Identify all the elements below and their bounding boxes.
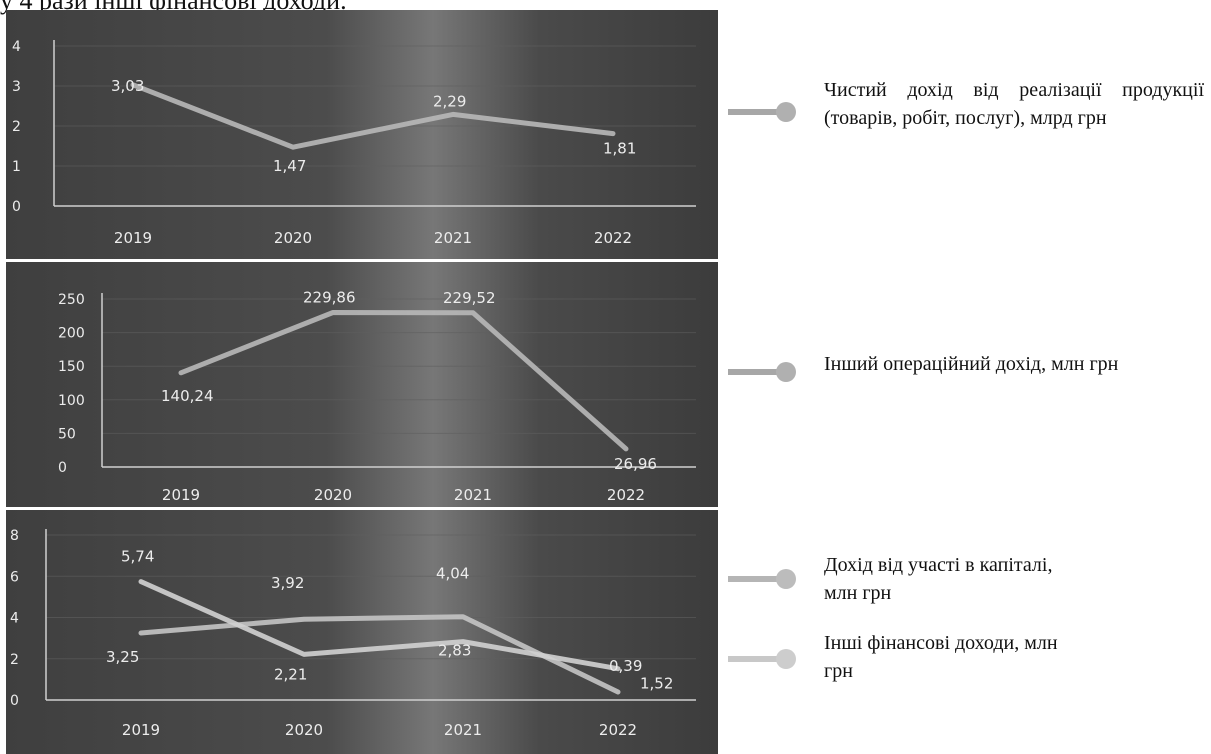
data-label: 1,52: [640, 675, 673, 693]
data-label: 1,47: [273, 157, 306, 175]
data-label: 3,92: [271, 574, 304, 592]
y-tick-label: 100: [58, 393, 85, 409]
legend-marker-icon: [728, 649, 796, 669]
legend-label: Інший операційний дохід, млн грн: [824, 353, 1119, 375]
y-tick-label: 250: [58, 292, 85, 308]
line-chart-other-operating-income: 0 50 100 150 200 250 2019 2020 2021 2022 140,24 229…: [58, 289, 696, 504]
chart-panel-financial-income: 0 2 4 6 8 2019 2020 2021 2022 3,25 3,92 4,04 0,39 5,7…: [6, 510, 718, 754]
x-tick-label: 2020: [274, 229, 312, 247]
y-tick-label: 4: [12, 39, 21, 55]
y-tick-label: 8: [10, 528, 19, 544]
data-label: 5,74: [121, 548, 154, 566]
x-tick-label: 2019: [114, 229, 152, 247]
legend-other-financial-income: Інші фінансові доходи, млн грн: [728, 632, 1208, 707]
y-tick-label: 2: [12, 119, 21, 135]
legend-label: Чистий дохід від реалізації продукції (т…: [824, 79, 1204, 129]
legend-marker-icon: [728, 102, 796, 122]
y-tick-label: 1: [12, 159, 21, 175]
chart-panel-net-revenue: 0 1 2 3 4 2019 2020 2021 2022 3,03 1,47 2,29 1,81: [6, 10, 718, 259]
x-tick-label: 2022: [607, 486, 645, 504]
data-label: 26,96: [614, 455, 657, 473]
series-line-1: [178, 310, 629, 452]
data-label: 140,24: [161, 387, 214, 405]
data-label: 1,81: [603, 140, 636, 158]
series-line-2: [138, 579, 621, 672]
x-tick-label: 2022: [594, 229, 632, 247]
y-tick-label: 50: [58, 426, 76, 442]
data-label: 2,83: [438, 642, 471, 660]
x-tick-label: 2019: [162, 486, 200, 504]
y-tick-label: 3: [12, 79, 21, 95]
data-label: 3,03: [111, 77, 144, 95]
y-tick-label: 200: [58, 326, 85, 342]
y-tick-label: 0: [12, 199, 21, 215]
x-tick-label: 2020: [314, 486, 352, 504]
x-tick-label: 2022: [599, 721, 637, 739]
data-label: 2,21: [274, 665, 307, 683]
legend-equity-income: Дохід від участі в капіталі, млн грн: [728, 554, 1208, 627]
y-tick-label: 0: [10, 693, 19, 709]
legend-other-operating-income: Інший операційний дохід, млн грн: [728, 353, 1208, 420]
data-label: 0,39: [609, 657, 642, 675]
y-tick-label: 0: [58, 460, 67, 476]
data-label: 3,25: [106, 648, 139, 666]
y-tick-label: 150: [58, 359, 85, 375]
chart-panel-other-operating-income: 0 50 100 150 200 250 2019 2020 2021 2022 140,24 229…: [6, 262, 718, 507]
legend-marker-icon: [728, 362, 796, 382]
data-label: 2,29: [433, 92, 466, 110]
line-chart-net-revenue: 0 1 2 3 4 2019 2020 2021 2022 3,03 1,47 2,29 1,81: [12, 39, 696, 247]
x-tick-label: 2021: [454, 486, 492, 504]
y-tick-label: 6: [10, 569, 19, 585]
x-tick-label: 2021: [444, 721, 482, 739]
data-label: 229,52: [443, 289, 496, 307]
legend-label: Дохід від участі в капіталі, млн грн: [824, 554, 1053, 604]
series-line-1: [130, 82, 616, 150]
legend-label: Інші фінансові доходи, млн грн: [824, 632, 1058, 682]
y-tick-label: 4: [10, 611, 19, 627]
y-tick-label: 2: [10, 652, 19, 668]
legend-net-revenue: Чистий дохід від реалізації продукції (т…: [728, 79, 1208, 160]
line-chart-financial-income: 0 2 4 6 8 2019 2020 2021 2022 3,25 3,92 4,04 0,39 5,7…: [10, 528, 696, 739]
data-label: 4,04: [436, 565, 469, 583]
legend-marker-icon: [728, 569, 796, 589]
x-tick-label: 2021: [434, 229, 472, 247]
data-label: 229,86: [303, 289, 356, 307]
x-tick-label: 2019: [122, 721, 160, 739]
x-tick-label: 2020: [285, 721, 323, 739]
